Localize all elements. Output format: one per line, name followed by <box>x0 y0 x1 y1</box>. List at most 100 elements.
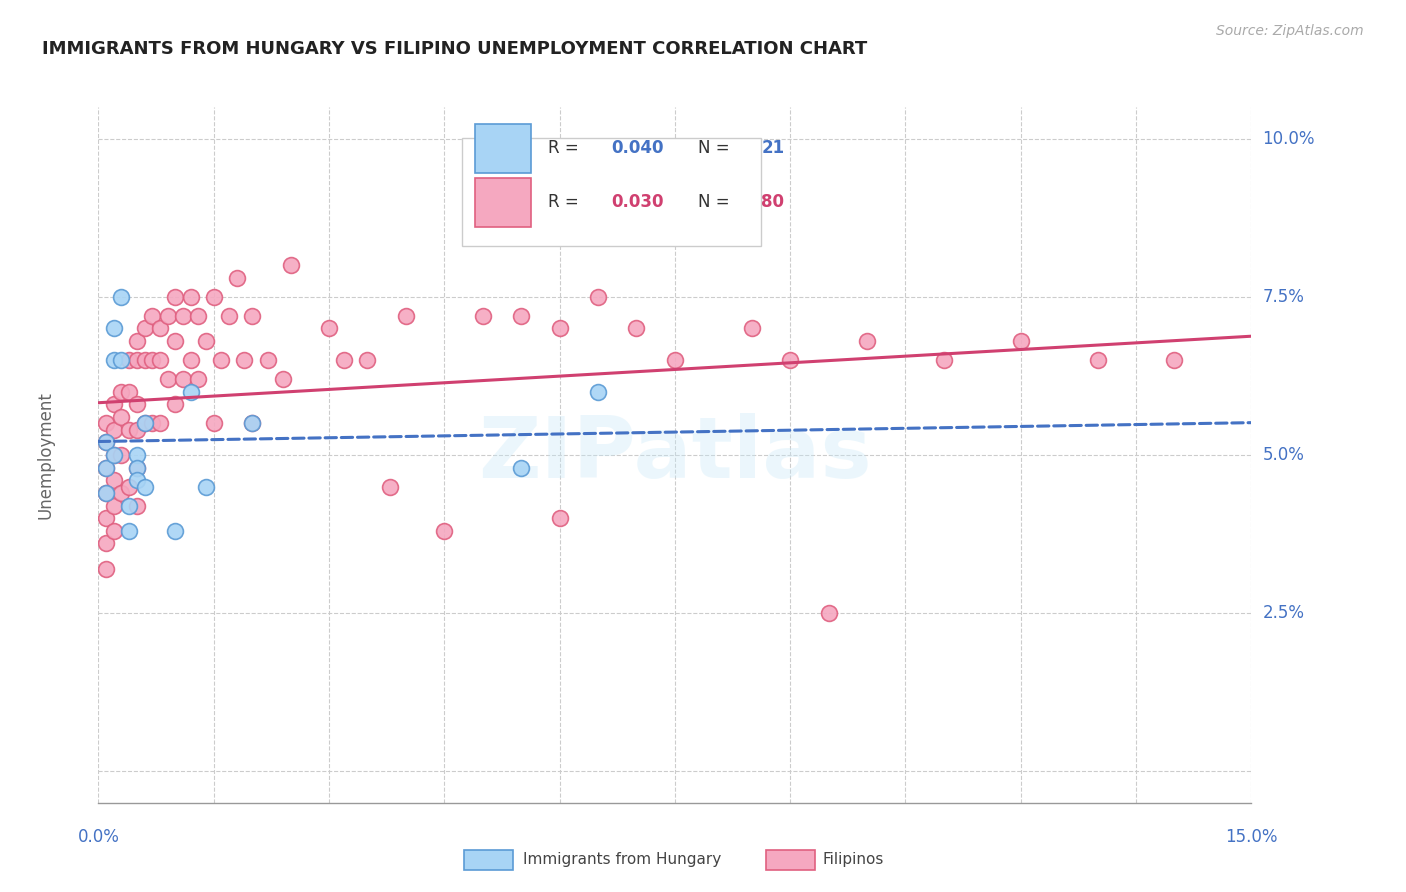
Point <box>256 353 278 368</box>
Point <box>932 353 955 368</box>
Point <box>125 397 148 411</box>
Text: Source: ZipAtlas.com: Source: ZipAtlas.com <box>1216 24 1364 38</box>
Point <box>172 309 194 323</box>
Point <box>110 409 132 424</box>
Point <box>103 353 125 368</box>
Point <box>118 479 141 493</box>
Text: IMMIGRANTS FROM HUNGARY VS FILIPINO UNEMPLOYMENT CORRELATION CHART: IMMIGRANTS FROM HUNGARY VS FILIPINO UNEM… <box>42 40 868 58</box>
Point <box>202 417 225 431</box>
Point <box>195 479 218 493</box>
Point <box>134 479 156 493</box>
Point <box>103 397 125 411</box>
Point <box>1087 353 1109 368</box>
Point <box>134 353 156 368</box>
Point <box>94 486 117 500</box>
Point <box>103 524 125 538</box>
Point <box>103 448 125 462</box>
Point <box>110 353 132 368</box>
Point <box>202 290 225 304</box>
Point <box>240 417 263 431</box>
Point <box>817 606 839 620</box>
Point <box>134 417 156 431</box>
FancyBboxPatch shape <box>461 138 762 246</box>
Point <box>1163 353 1185 368</box>
Point <box>118 524 141 538</box>
Text: 0.0%: 0.0% <box>77 828 120 846</box>
Text: R =: R = <box>548 139 583 157</box>
Point <box>156 309 179 323</box>
Point <box>172 372 194 386</box>
Text: 5.0%: 5.0% <box>1263 446 1305 464</box>
Point <box>149 417 172 431</box>
Point <box>125 460 148 475</box>
Point <box>165 524 187 538</box>
Point <box>118 353 141 368</box>
Point <box>225 270 247 285</box>
Point <box>333 353 356 368</box>
Point <box>240 309 263 323</box>
Point <box>180 353 202 368</box>
Point <box>141 417 163 431</box>
Point <box>125 473 148 487</box>
Point <box>118 384 141 399</box>
Point <box>149 353 172 368</box>
Point <box>94 536 117 550</box>
Point <box>94 417 117 431</box>
Point <box>209 353 232 368</box>
Point <box>240 417 263 431</box>
Point <box>103 473 125 487</box>
Point <box>356 353 378 368</box>
Point <box>134 417 156 431</box>
Point <box>510 309 533 323</box>
FancyBboxPatch shape <box>475 178 530 227</box>
Point <box>433 524 456 538</box>
Point <box>125 448 148 462</box>
Point <box>110 384 132 399</box>
Text: 21: 21 <box>762 139 785 157</box>
Point <box>180 384 202 399</box>
Point <box>779 353 801 368</box>
Point <box>103 321 125 335</box>
Point <box>548 321 571 335</box>
Point <box>380 479 402 493</box>
Point <box>233 353 256 368</box>
Point <box>165 397 187 411</box>
Point <box>125 334 148 348</box>
Text: 10.0%: 10.0% <box>1263 129 1315 148</box>
Point <box>94 435 117 450</box>
Point <box>94 562 117 576</box>
Text: Filipinos: Filipinos <box>823 853 884 867</box>
Point <box>271 372 294 386</box>
Text: ZIPatlas: ZIPatlas <box>478 413 872 497</box>
Text: 2.5%: 2.5% <box>1263 604 1305 622</box>
Point <box>125 499 148 513</box>
Point <box>103 423 125 437</box>
Point <box>141 353 163 368</box>
Point <box>94 435 117 450</box>
Point <box>94 460 117 475</box>
Point <box>395 309 418 323</box>
Point <box>134 321 156 335</box>
Point <box>165 290 187 304</box>
Point <box>118 499 141 513</box>
Point <box>94 460 117 475</box>
Point <box>141 309 163 323</box>
Point <box>586 384 609 399</box>
Point <box>586 290 609 304</box>
Point <box>1010 334 1032 348</box>
Point <box>110 290 132 304</box>
Point <box>110 486 132 500</box>
Point <box>187 372 209 386</box>
Point <box>626 321 648 335</box>
Point <box>856 334 879 348</box>
Text: N =: N = <box>697 194 735 211</box>
Text: 0.040: 0.040 <box>612 139 664 157</box>
Point <box>218 309 240 323</box>
Point <box>318 321 340 335</box>
Text: Immigrants from Hungary: Immigrants from Hungary <box>523 853 721 867</box>
Point <box>471 309 494 323</box>
Point <box>187 309 209 323</box>
Text: 80: 80 <box>762 194 785 211</box>
Text: N =: N = <box>697 139 735 157</box>
Point <box>280 258 302 272</box>
